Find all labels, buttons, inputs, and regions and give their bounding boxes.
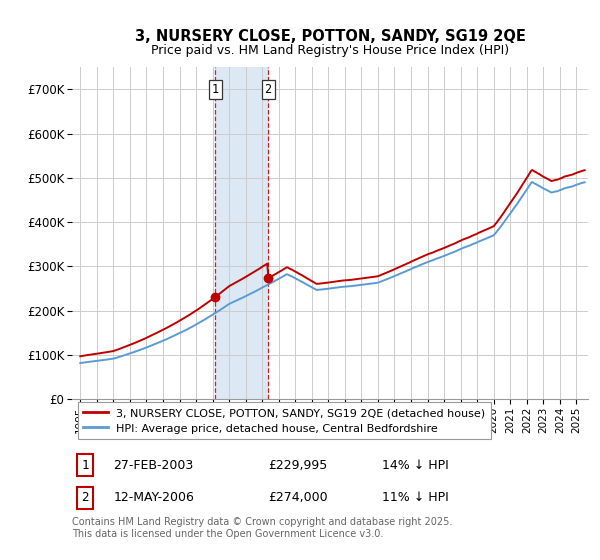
Bar [215, 67, 268, 399]
Text: 11% ↓ HPI: 11% ↓ HPI [382, 492, 448, 505]
Text: 27-FEB-2003: 27-FEB-2003 [113, 459, 194, 472]
Text: 2: 2 [265, 83, 272, 96]
Text: 14% ↓ HPI: 14% ↓ HPI [382, 459, 448, 472]
Text: Price paid vs. HM Land Registry's House Price Index (HPI): Price paid vs. HM Land Registry's House … [151, 44, 509, 57]
Text: 1: 1 [211, 83, 218, 96]
Text: 3, NURSERY CLOSE, POTTON, SANDY, SG19 2QE: 3, NURSERY CLOSE, POTTON, SANDY, SG19 2Q… [134, 29, 526, 44]
Text: £229,995: £229,995 [268, 459, 328, 472]
Text: £274,000: £274,000 [268, 492, 328, 505]
Text: 12-MAY-2006: 12-MAY-2006 [113, 492, 194, 505]
Text: 1: 1 [81, 459, 89, 472]
Legend: 3, NURSERY CLOSE, POTTON, SANDY, SG19 2QE (detached house), HPI: Average price, : 3, NURSERY CLOSE, POTTON, SANDY, SG19 2Q… [77, 402, 491, 440]
Text: 2: 2 [81, 492, 89, 505]
Text: Contains HM Land Registry data © Crown copyright and database right 2025.
This d: Contains HM Land Registry data © Crown c… [72, 517, 452, 539]
